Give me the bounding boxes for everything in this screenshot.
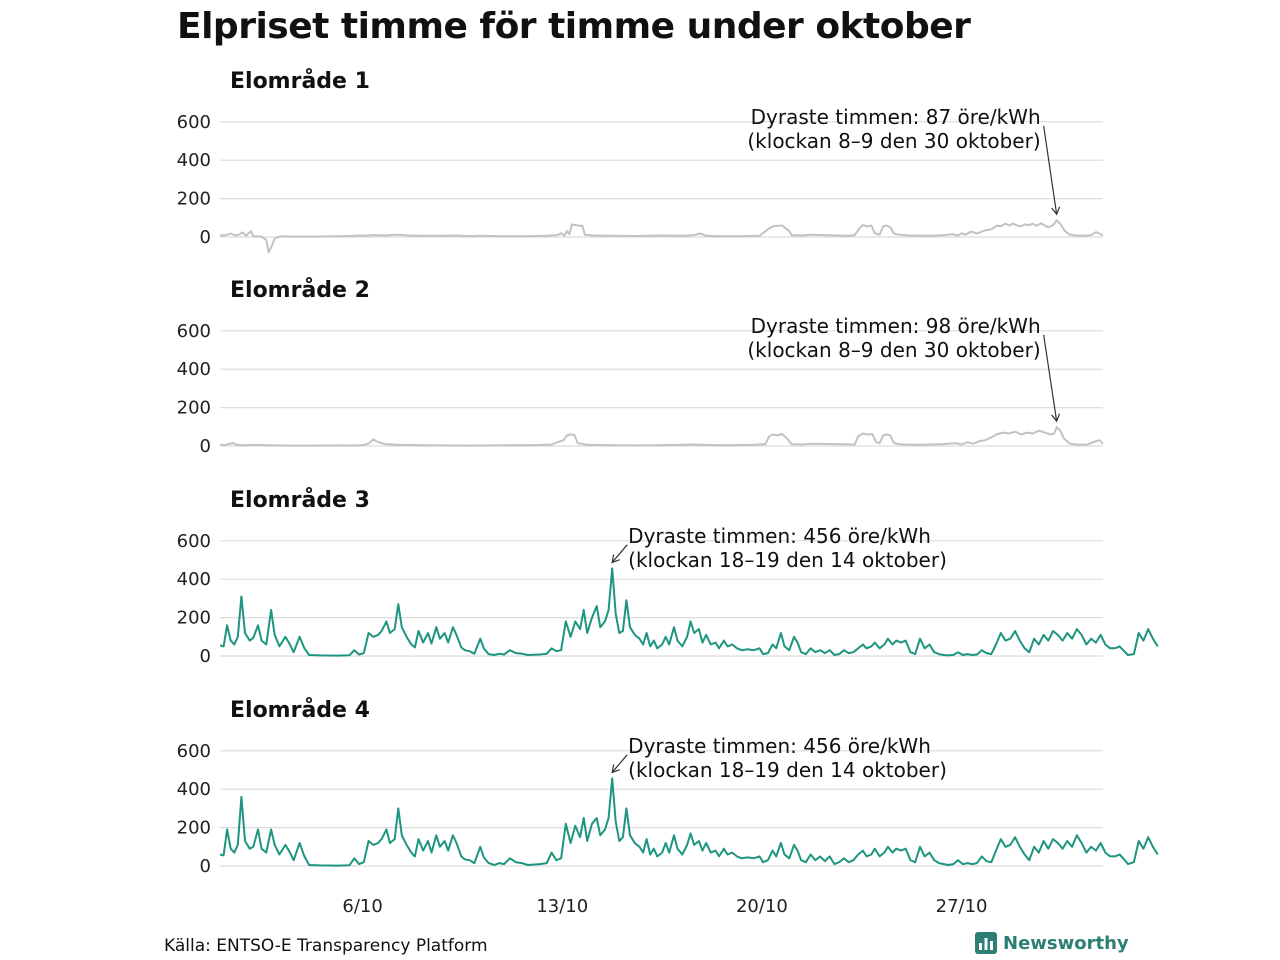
y-tick-label: 400: [177, 779, 211, 800]
source-note: Källa: ENTSO-E Transparency Platform: [164, 936, 488, 956]
y-tick-label: 200: [177, 608, 211, 629]
bar-chart-logo-icon: [975, 932, 997, 954]
panel-title: Elområde 1: [230, 68, 370, 94]
annotation-arrowhead: [1051, 206, 1061, 216]
y-tick-label: 600: [177, 531, 211, 552]
panel-title: Elområde 3: [230, 487, 370, 513]
y-tick-label: 600: [177, 112, 211, 133]
annotation-text: (klockan 18–19 den 14 oktober): [628, 758, 947, 782]
y-tick-label: 0: [200, 856, 211, 877]
annotation-text: Dyraste timmen: 98 öre/kWh: [751, 314, 1041, 338]
annotation-text: Dyraste timmen: 456 öre/kWh: [628, 524, 931, 548]
series-line: [219, 426, 1104, 447]
brand-name: Newsworthy: [1003, 932, 1129, 954]
series-line: [219, 567, 1159, 657]
y-tick-label: 0: [200, 646, 211, 667]
annotation-arrow: [611, 754, 628, 773]
y-tick-label: 400: [177, 359, 211, 380]
y-tick-label: 400: [177, 150, 211, 171]
annotation-arrowhead: [611, 764, 620, 774]
annotation-arrowhead: [1051, 413, 1061, 423]
y-tick-label: 200: [177, 189, 211, 210]
panel-title: Elområde 4: [230, 697, 370, 723]
annotation-arrowhead: [611, 554, 620, 564]
y-tick-label: 600: [177, 321, 211, 342]
annotation-arrow: [1043, 125, 1058, 215]
chart-title: Elpriset timme för timme under oktober: [177, 6, 971, 47]
y-tick-label: 0: [200, 436, 211, 457]
series-line: [219, 777, 1159, 867]
x-tick-label: 13/10: [536, 896, 588, 917]
x-tick-label: 27/10: [936, 896, 988, 917]
y-tick-label: 0: [200, 227, 211, 248]
brand-logo[interactable]: Newsworthy: [975, 932, 1129, 954]
y-tick-label: 200: [177, 398, 211, 419]
annotation-text: (klockan 18–19 den 14 oktober): [628, 548, 947, 572]
small-multiples-chart: Elområde 1 0 200 400 600 Dyraste timmen: 87 ö…: [177, 68, 1159, 917]
panel-title: Elområde 2: [230, 277, 370, 303]
y-tick-label: 400: [177, 569, 211, 590]
series-line: [219, 219, 1104, 254]
annotation-text: (klockan 8–9 den 30 oktober): [747, 129, 1040, 153]
x-tick-label: 6/10: [342, 896, 382, 917]
y-tick-label: 600: [177, 741, 211, 762]
annotation-arrow: [611, 544, 628, 563]
annotation-text: (klockan 8–9 den 30 oktober): [747, 338, 1040, 362]
y-tick-label: 200: [177, 818, 211, 839]
annotation-text: Dyraste timmen: 456 öre/kWh: [628, 734, 931, 758]
annotation-arrow: [1043, 334, 1058, 422]
annotation-text: Dyraste timmen: 87 öre/kWh: [751, 105, 1041, 129]
x-tick-label: 20/10: [736, 896, 788, 917]
